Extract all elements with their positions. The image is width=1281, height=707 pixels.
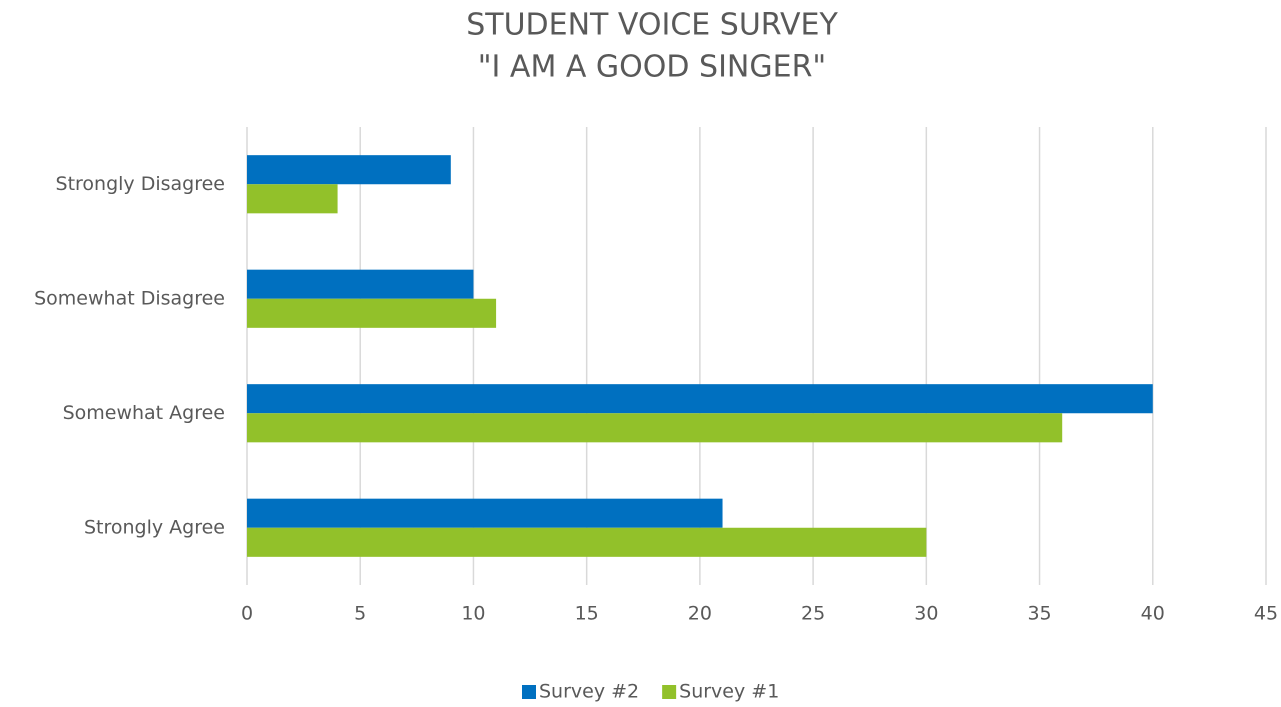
x-tick-label: 40	[1141, 603, 1165, 625]
x-tick-label: 15	[575, 603, 599, 625]
x-tick-label: 10	[461, 603, 485, 625]
y-tick-label: Strongly Agree	[84, 516, 225, 538]
x-tick-label: 35	[1027, 603, 1051, 625]
bar	[247, 527, 927, 557]
y-tick-label: Somewhat Disagree	[34, 287, 225, 309]
bar	[247, 384, 1153, 414]
bar	[247, 413, 1063, 443]
bar	[247, 269, 474, 299]
x-tick-label: 0	[241, 603, 253, 625]
bar	[247, 184, 338, 214]
x-tick-label: 45	[1254, 603, 1278, 625]
legend-label: Survey #1	[679, 681, 779, 703]
x-tick-label: 20	[688, 603, 712, 625]
bar	[247, 155, 451, 185]
y-tick-label: Strongly Disagree	[56, 173, 225, 195]
bar	[247, 298, 497, 328]
y-tick-label: Somewhat Agree	[63, 402, 225, 424]
x-tick-label: 30	[914, 603, 938, 625]
legend-label: Survey #2	[539, 681, 639, 703]
legend-swatch	[662, 685, 677, 699]
x-tick-label: 25	[801, 603, 825, 625]
x-tick-label: 5	[354, 603, 366, 625]
chart-title: STUDENT VOICE SURVEY	[466, 8, 838, 43]
chart-title: "I AM A GOOD SINGER"	[478, 50, 826, 85]
bar	[247, 498, 723, 528]
legend-swatch	[522, 685, 536, 699]
